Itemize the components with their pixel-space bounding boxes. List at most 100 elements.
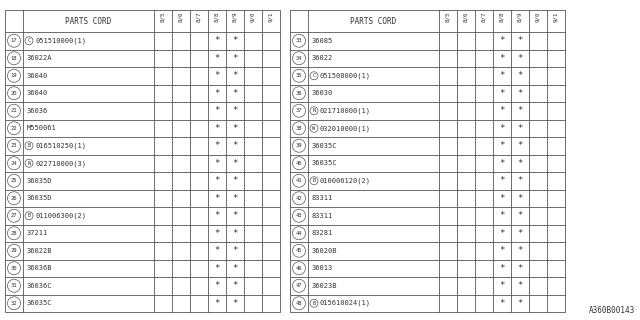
Text: 83281: 83281 xyxy=(312,230,333,236)
Text: *: * xyxy=(499,264,505,273)
Text: 48: 48 xyxy=(296,301,302,306)
Text: 35: 35 xyxy=(296,73,302,78)
Text: *: * xyxy=(214,106,220,115)
Text: 47: 47 xyxy=(296,283,302,288)
Text: C: C xyxy=(28,38,31,43)
Text: *: * xyxy=(232,176,237,185)
Text: *: * xyxy=(517,36,523,45)
Text: 19: 19 xyxy=(11,73,17,78)
Text: *: * xyxy=(214,299,220,308)
Text: *: * xyxy=(499,281,505,290)
Text: 33: 33 xyxy=(296,38,302,43)
Text: 36022B: 36022B xyxy=(27,248,52,254)
Text: B: B xyxy=(28,213,31,218)
Text: 37211: 37211 xyxy=(27,230,48,236)
Text: 8/6: 8/6 xyxy=(179,11,184,21)
Text: *: * xyxy=(214,281,220,290)
Text: *: * xyxy=(499,246,505,255)
Text: *: * xyxy=(499,194,505,203)
Text: 36035D: 36035D xyxy=(27,178,52,184)
Text: *: * xyxy=(232,211,237,220)
Text: *: * xyxy=(232,106,237,115)
Text: *: * xyxy=(214,246,220,255)
Text: *: * xyxy=(517,54,523,63)
Text: 29: 29 xyxy=(11,248,17,253)
Bar xyxy=(290,10,565,312)
Text: *: * xyxy=(499,176,505,185)
Text: 9/1: 9/1 xyxy=(269,11,273,21)
Text: 38: 38 xyxy=(296,126,302,131)
Text: *: * xyxy=(232,264,237,273)
Text: 26: 26 xyxy=(11,196,17,201)
Text: 8/7: 8/7 xyxy=(196,11,202,21)
Text: 36022A: 36022A xyxy=(27,55,52,61)
Text: M550061: M550061 xyxy=(27,125,57,131)
Text: 83311: 83311 xyxy=(312,195,333,201)
Text: 011006300(2): 011006300(2) xyxy=(35,212,86,219)
Text: 36040: 36040 xyxy=(27,73,48,79)
Text: 36035C: 36035C xyxy=(312,160,337,166)
Text: 051508000(1): 051508000(1) xyxy=(320,73,371,79)
Text: 8/9: 8/9 xyxy=(518,11,522,21)
Text: 17: 17 xyxy=(11,38,17,43)
Text: 36035D: 36035D xyxy=(27,195,52,201)
Text: *: * xyxy=(517,264,523,273)
Text: 45: 45 xyxy=(296,248,302,253)
Text: 8/8: 8/8 xyxy=(214,11,220,21)
Text: 032010000(1): 032010000(1) xyxy=(320,125,371,132)
Text: C: C xyxy=(312,73,316,78)
Text: 83311: 83311 xyxy=(312,213,333,219)
Text: 022710000(3): 022710000(3) xyxy=(35,160,86,166)
Text: 9/0: 9/0 xyxy=(250,11,255,21)
Text: *: * xyxy=(517,71,523,80)
Text: 36: 36 xyxy=(296,91,302,96)
Text: 20: 20 xyxy=(11,91,17,96)
Text: 46: 46 xyxy=(296,266,302,271)
Text: *: * xyxy=(214,264,220,273)
Text: *: * xyxy=(232,299,237,308)
Text: *: * xyxy=(214,71,220,80)
Text: 40: 40 xyxy=(296,161,302,166)
Text: *: * xyxy=(214,124,220,133)
Text: 8/7: 8/7 xyxy=(481,11,486,21)
Text: B: B xyxy=(28,143,31,148)
Text: 27: 27 xyxy=(11,213,17,218)
Text: *: * xyxy=(499,89,505,98)
Text: *: * xyxy=(499,299,505,308)
Text: 36036: 36036 xyxy=(27,108,48,114)
Text: 36030: 36030 xyxy=(312,90,333,96)
Bar xyxy=(5,10,280,312)
Text: 18: 18 xyxy=(11,56,17,61)
Text: 36035C: 36035C xyxy=(312,143,337,149)
Text: *: * xyxy=(517,124,523,133)
Text: *: * xyxy=(499,159,505,168)
Text: B: B xyxy=(312,178,316,183)
Text: 30: 30 xyxy=(11,266,17,271)
Text: 39: 39 xyxy=(296,143,302,148)
Text: *: * xyxy=(517,211,523,220)
Text: 051510000(1): 051510000(1) xyxy=(35,37,86,44)
Text: N: N xyxy=(28,161,31,166)
Text: *: * xyxy=(499,211,505,220)
Text: 21: 21 xyxy=(11,108,17,113)
Text: 8/5: 8/5 xyxy=(445,11,451,21)
Text: 36036B: 36036B xyxy=(27,265,52,271)
Text: 9/1: 9/1 xyxy=(554,11,559,21)
Text: PARTS CORD: PARTS CORD xyxy=(350,17,397,26)
Text: B: B xyxy=(312,301,316,306)
Text: *: * xyxy=(517,281,523,290)
Text: 8/6: 8/6 xyxy=(463,11,468,21)
Text: 31: 31 xyxy=(11,283,17,288)
Text: 36035C: 36035C xyxy=(27,300,52,306)
Text: *: * xyxy=(517,194,523,203)
Text: *: * xyxy=(232,71,237,80)
Text: 28: 28 xyxy=(11,231,17,236)
Text: *: * xyxy=(517,141,523,150)
Text: 010006120(2): 010006120(2) xyxy=(320,178,371,184)
Text: 41: 41 xyxy=(296,178,302,183)
Text: 36023B: 36023B xyxy=(312,283,337,289)
Text: *: * xyxy=(232,141,237,150)
Text: 24: 24 xyxy=(11,161,17,166)
Text: *: * xyxy=(232,246,237,255)
Text: W: W xyxy=(312,126,316,131)
